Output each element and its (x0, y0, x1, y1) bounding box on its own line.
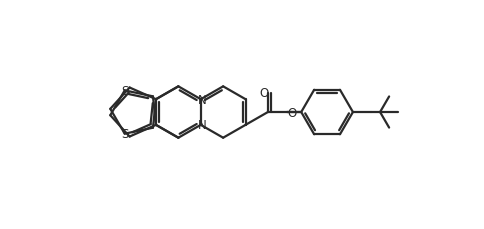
Text: S: S (121, 85, 128, 98)
Text: O: O (259, 87, 268, 100)
Text: N: N (197, 93, 206, 106)
Text: O: O (287, 106, 296, 119)
Text: N: N (197, 119, 206, 132)
Text: S: S (121, 128, 128, 141)
